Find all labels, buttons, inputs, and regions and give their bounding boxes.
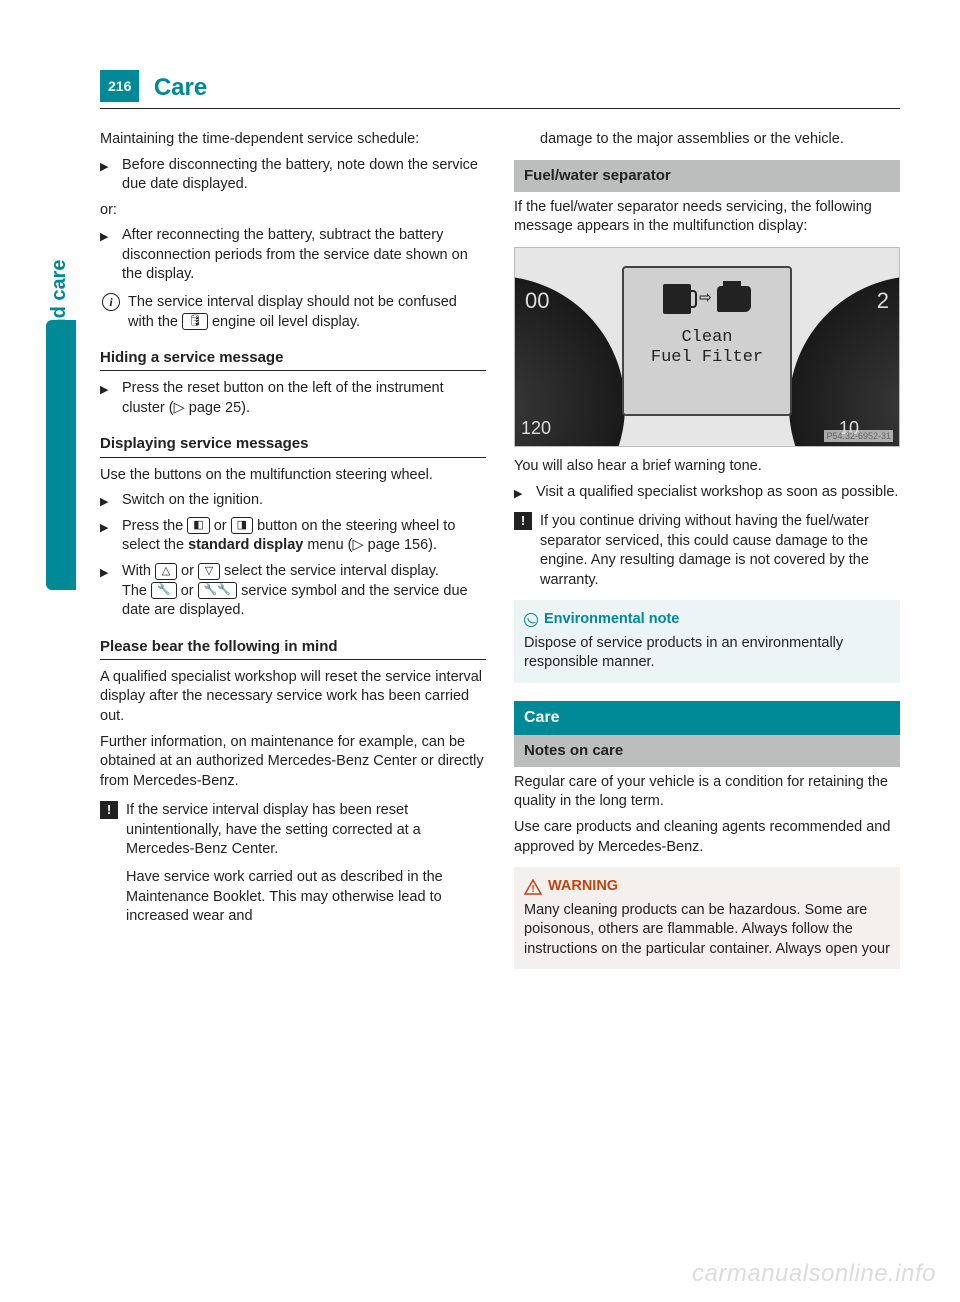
triangle-bullet-icon [100,517,114,556]
gauge-number: 120 [521,416,551,440]
triangle-bullet-icon [100,156,114,195]
wrench-key-icon: 🔧 [151,582,177,599]
gauge-number: 00 [525,286,549,316]
bullet-text: Before disconnecting the battery, note d… [122,156,486,195]
section-title: Care [144,70,217,106]
left-column: Maintaining the time-dependent service s… [100,124,486,969]
menu-left-key-icon: ◧ [187,517,209,534]
right-column: damage to the major assemblies or the ve… [514,124,900,969]
bullet-text: Visit a qualified specialist workshop as… [536,483,900,503]
body-text: A qualified specialist workshop will res… [100,668,486,727]
body-text: Regular care of your vehicle is a condit… [514,773,900,812]
dashboard-display-figure: 00 120 2 10 ⇨ CleanFuel Filter P54.32-69… [514,247,900,447]
subsection-heading: Please bear the following in mind [100,637,486,657]
heading-rule [100,370,486,371]
triangle-bullet-icon [100,379,114,418]
heading-rule [100,457,486,458]
exclamation-icon: ! [100,801,118,819]
body-text: If the fuel/water separator needs servic… [514,198,900,237]
note-text: If you continue driving without having t… [540,512,900,590]
gray-heading-bar: Notes on care [514,735,900,767]
oil-level-key-icon: 🛢 [182,313,208,330]
important-note: ! If the service interval display has be… [100,801,486,926]
fuel-pump-icon [663,284,691,314]
leaf-icon [524,613,538,627]
exclamation-icon: ! [514,512,532,530]
info-note: i The service interval display should no… [100,293,486,332]
page-ref-icon: ▷ [174,400,185,416]
side-tab-label: Maintenance and care [48,10,71,300]
warning-triangle-icon: ! [524,879,542,895]
content-columns: Maintaining the time-dependent service s… [100,124,900,969]
figure-code: P54.32-6952-31 [824,430,893,442]
svg-text:!: ! [531,884,534,895]
body-text: Use care products and cleaning agents re… [514,818,900,857]
bullet-text: After reconnecting the battery, subtract… [122,226,486,285]
display-message: CleanFuel Filter [634,328,780,369]
triangle-bullet-icon [514,483,528,503]
multifunction-display: ⇨ CleanFuel Filter [622,266,792,416]
gauge-number: 2 [877,286,889,316]
or-text: or: [100,201,486,221]
warning-body: Many cleaning products can be hazardous.… [524,901,890,960]
note-text: If the service interval display has been… [126,801,486,926]
important-note: ! If you continue driving without having… [514,512,900,590]
double-wrench-key-icon: 🔧🔧 [198,582,237,599]
info-icon: i [102,293,120,311]
bullet-item: Before disconnecting the battery, note d… [100,156,486,195]
engine-icon [717,286,751,312]
up-key-icon: △ [155,563,177,580]
gray-heading-bar: Fuel/water separator [514,160,900,192]
intro-text: Maintaining the time-dependent service s… [100,130,486,150]
warning-box: ! WARNING Many cleaning products can be … [514,867,900,969]
display-icons: ⇨ [634,284,780,314]
bullet-text: Switch on the ignition. [122,491,486,511]
page-ref-icon: ▷ [353,537,364,553]
header-rule [100,108,900,109]
page-number: 216 [100,70,139,102]
environmental-note-box: Environmental note Dispose of service pr… [514,600,900,683]
down-key-icon: ▽ [198,563,220,580]
page-header: 216 Care [100,70,900,104]
bullet-text: With △ or ▽ select the service interval … [122,562,486,621]
watermark: carmanualsonline.info [692,1260,936,1288]
triangle-bullet-icon [100,562,114,621]
bullet-text: Press the ◧ or ◨ button on the steering … [122,517,486,556]
bullet-item: Switch on the ignition. [100,491,486,511]
manual-page: Maintenance and care 216 Care Maintainin… [0,0,960,1302]
continuation-text: damage to the major assemblies or the ve… [514,130,900,150]
warning-heading: ! WARNING [524,877,890,897]
subsection-heading: Hiding a service message [100,348,486,368]
heading-rule [100,659,486,660]
bullet-item: With △ or ▽ select the service interval … [100,562,486,621]
subsection-heading: Displaying service messages [100,434,486,454]
triangle-bullet-icon [100,226,114,285]
body-text: You will also hear a brief warning tone. [514,457,900,477]
menu-right-key-icon: ◨ [231,517,253,534]
arrow-icon: ⇨ [699,285,709,312]
environmental-note-heading: Environmental note [524,610,890,630]
triangle-bullet-icon [100,491,114,511]
environmental-note-body: Dispose of service products in an enviro… [524,634,890,673]
bullet-item: Press the ◧ or ◨ button on the steering … [100,517,486,556]
info-text: The service interval display should not … [128,293,486,332]
bullet-item: Press the reset button on the left of th… [100,379,486,418]
bullet-text: Press the reset button on the left of th… [122,379,486,418]
body-text: Use the buttons on the multifunction ste… [100,466,486,486]
body-text: Further information, on maintenance for … [100,733,486,792]
teal-heading-bar: Care [514,701,900,735]
bullet-item: Visit a qualified specialist workshop as… [514,483,900,503]
bullet-item: After reconnecting the battery, subtract… [100,226,486,285]
